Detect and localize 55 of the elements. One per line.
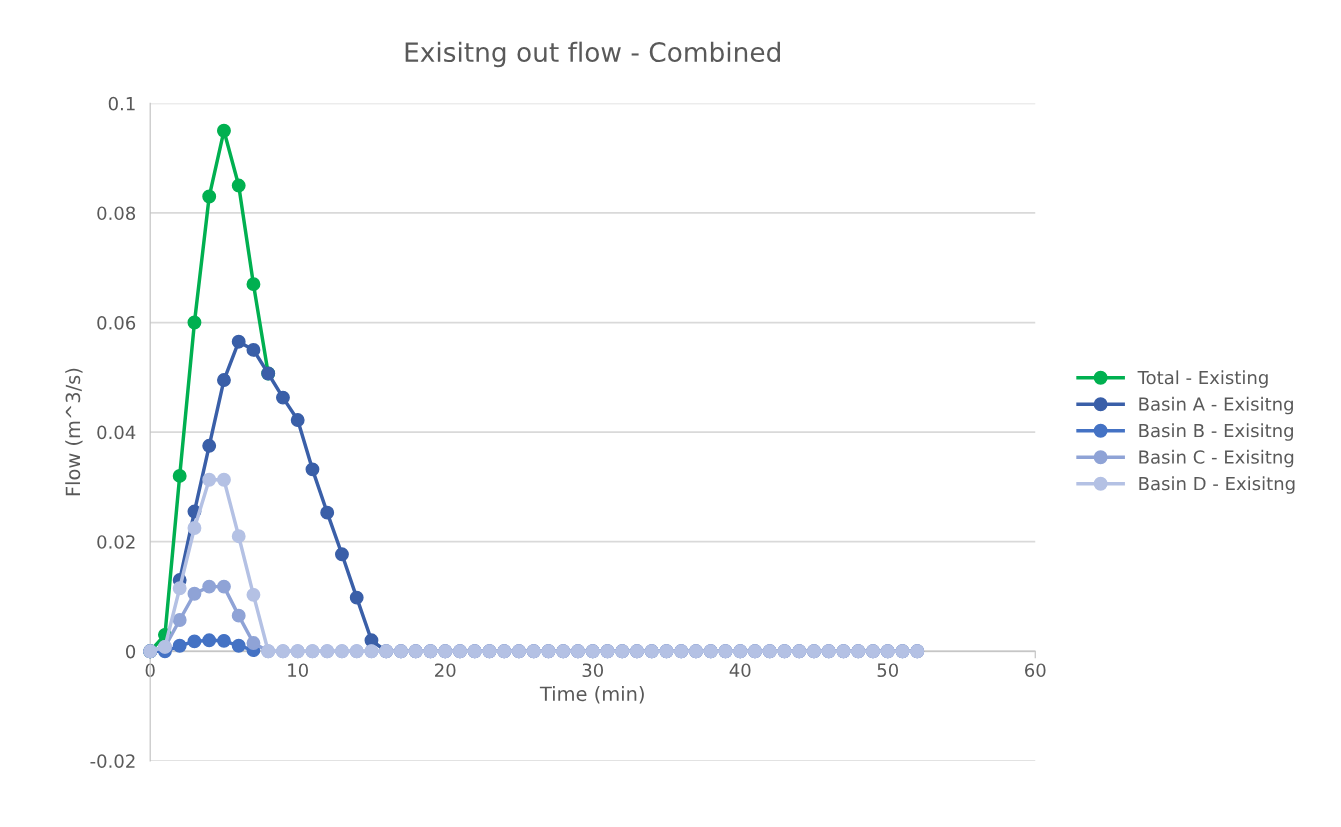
point	[187, 586, 202, 601]
point	[187, 521, 202, 535]
legend-label: Total - Existing	[1137, 370, 1268, 388]
x-tick-label: 40	[729, 663, 751, 678]
point	[202, 189, 217, 204]
point	[305, 462, 320, 477]
point	[231, 178, 246, 193]
point	[172, 613, 187, 627]
legend-label: Basin B - Exisitng	[1139, 423, 1293, 441]
point	[202, 633, 217, 648]
point	[320, 505, 335, 520]
point	[202, 438, 217, 453]
point	[231, 608, 246, 623]
point	[172, 468, 187, 483]
x-tick-label: 10	[288, 663, 308, 678]
point	[276, 390, 290, 405]
legend-label: Basin A - Exisitng	[1139, 396, 1293, 415]
point	[246, 587, 261, 602]
y-axis-title: Flow (m^3/s)	[65, 368, 83, 496]
point	[172, 581, 187, 596]
point	[187, 634, 202, 649]
point	[217, 579, 231, 594]
point	[231, 334, 246, 349]
legend-label: Basin C - Exisitng	[1139, 449, 1294, 468]
y-tick-label: 0.08	[97, 206, 136, 221]
point	[246, 342, 261, 357]
point	[217, 633, 231, 648]
y-tick-label: -0.02	[90, 754, 135, 768]
y-tick-label: 0	[126, 644, 136, 659]
point	[349, 590, 364, 605]
point	[187, 315, 202, 330]
point	[231, 529, 246, 544]
x-tick-label: 20	[435, 663, 456, 678]
legend-label: Basin D - Exisitng	[1139, 476, 1295, 494]
point	[231, 638, 246, 653]
point	[290, 413, 305, 427]
y-tick-label: 0.06	[97, 315, 136, 330]
point	[202, 472, 217, 487]
point	[217, 373, 231, 388]
point	[246, 636, 261, 650]
point	[217, 472, 231, 487]
point	[335, 547, 349, 562]
y-tick-label: 0.04	[97, 425, 136, 440]
point	[246, 277, 261, 292]
x-tick-label: 50	[877, 663, 899, 678]
chart-title: Exisitng out flow - Combined	[405, 41, 780, 68]
point	[172, 638, 187, 653]
point	[202, 579, 217, 594]
y-tick-label: 0.1	[108, 96, 135, 111]
x-tick-label: 30	[582, 663, 604, 678]
y-tick-label: 0.02	[97, 535, 135, 549]
x-tick-label: 60	[1025, 663, 1046, 678]
x-tick-label: 0	[145, 663, 155, 678]
point	[217, 123, 231, 138]
x-axis-title: Time (min)	[539, 686, 644, 704]
